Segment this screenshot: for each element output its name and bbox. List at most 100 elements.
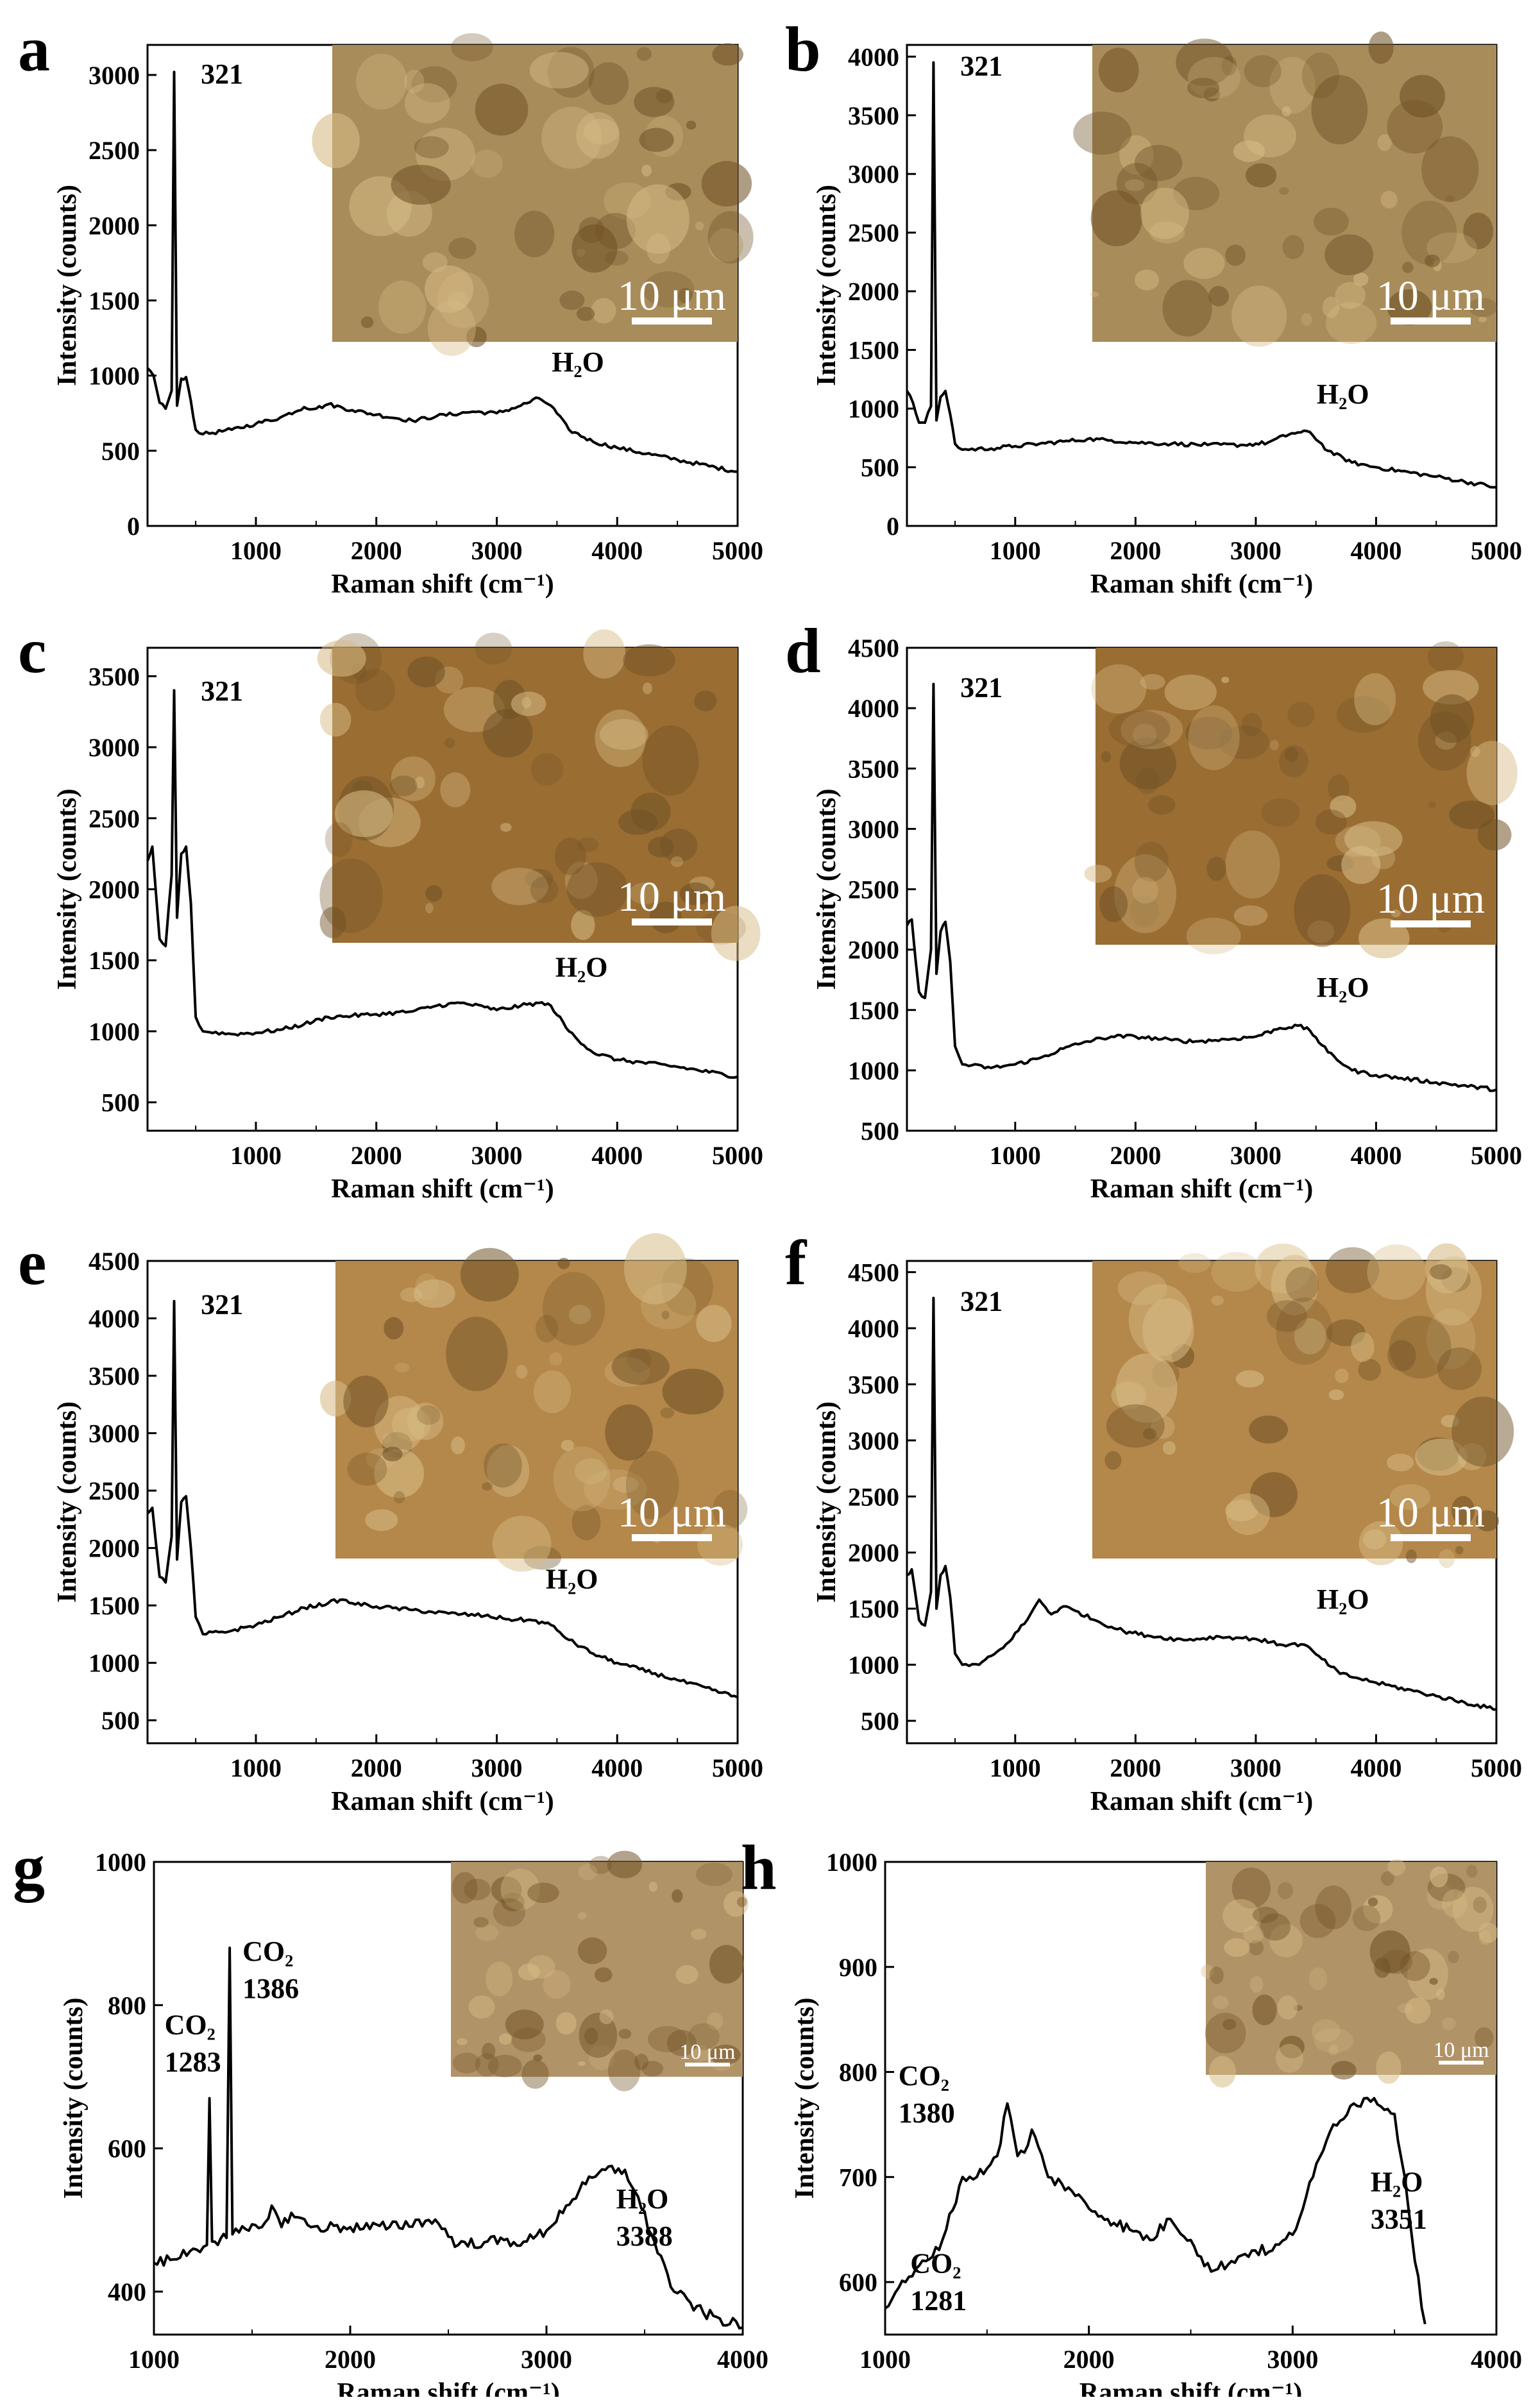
micrograph-feature: [1104, 1451, 1122, 1470]
y-tick-label: 800: [108, 1991, 146, 2020]
micrograph-feature: [1269, 56, 1316, 114]
micrograph-feature: [1115, 1353, 1178, 1423]
y-tick-label: 1000: [848, 394, 899, 423]
micrograph-feature: [1128, 1283, 1192, 1356]
micrograph-feature: [482, 1482, 493, 1491]
x-tick-label: 1000: [230, 536, 282, 565]
micrograph-feature: [1269, 739, 1279, 750]
x-tick-label: 4000: [591, 1141, 643, 1170]
y-tick-label: 1000: [89, 1017, 140, 1046]
micrograph-feature: [491, 868, 548, 906]
micrograph-feature: [1336, 696, 1391, 733]
x-tick-label: 3000: [471, 1754, 522, 1782]
micrograph-feature: [1324, 234, 1374, 276]
micrograph-feature: [1073, 112, 1131, 155]
micrograph-feature: [604, 250, 629, 266]
micrograph-feature: [1233, 905, 1268, 926]
micrograph-feature: [1430, 1866, 1448, 1888]
micrograph-feature: [1436, 1988, 1445, 2000]
micrograph-feature: [1203, 87, 1221, 102]
panel-label: g: [13, 1832, 45, 1903]
annotation-321: 321: [960, 1286, 1003, 1317]
micrograph-feature: [1090, 291, 1099, 298]
x-tick-label: 3000: [1267, 2345, 1318, 2374]
micrograph-feature: [1148, 795, 1176, 815]
micrograph-feature: [1277, 1882, 1293, 1900]
inset-micrograph: 10 μm: [1092, 1243, 1514, 1568]
x-tick-label: 3000: [471, 1141, 522, 1170]
scale-bar-label: 10 μm: [1376, 273, 1485, 319]
micrograph-feature: [1134, 144, 1183, 182]
y-tick-label: 1500: [848, 1594, 899, 1623]
scale-bar-label: 10 μm: [618, 1489, 726, 1536]
micrograph-feature: [1358, 1521, 1403, 1566]
micrograph-feature: [641, 2061, 664, 2077]
micrograph-feature: [595, 212, 636, 249]
micrograph-feature: [1187, 78, 1220, 98]
panel-label: b: [785, 13, 821, 85]
micrograph-feature: [1331, 2061, 1357, 2080]
scale-bar: [632, 918, 712, 925]
micrograph-feature: [404, 83, 450, 124]
micrograph-feature: [1162, 1441, 1176, 1455]
micrograph-feature: [647, 2025, 688, 2052]
annotation-h2o: H₂O: [1317, 972, 1369, 1003]
y-axis-label: Intensity (counts): [812, 185, 842, 386]
x-tick-label: 1000: [859, 2345, 911, 2374]
x-tick-label: 5000: [712, 1754, 763, 1782]
micrograph-feature: [1225, 830, 1280, 899]
micrograph-feature: [553, 1446, 611, 1512]
y-tick-label: 2500: [89, 1476, 140, 1505]
micrograph-feature: [571, 224, 618, 273]
inset-micrograph: 10 μm: [317, 629, 761, 961]
annotation-321: 321: [201, 1289, 243, 1321]
micrograph-feature: [1335, 1368, 1349, 1383]
x-tick-label: 2000: [351, 1141, 402, 1170]
micrograph-feature: [1249, 1415, 1289, 1444]
micrograph-feature: [391, 164, 451, 205]
micrograph-feature: [576, 307, 595, 321]
micrograph-feature: [1475, 1510, 1500, 1532]
y-tick-label: 4500: [848, 1258, 899, 1287]
micrograph-feature: [1425, 254, 1441, 267]
y-tick-label: 3500: [848, 101, 899, 130]
y-tick-label: 1000: [826, 1848, 877, 1877]
micrograph-feature: [452, 2052, 481, 2074]
micrograph-feature: [605, 1404, 653, 1461]
panel-label: d: [785, 615, 821, 686]
micrograph-feature: [1231, 285, 1287, 347]
micrograph-feature: [1219, 725, 1269, 759]
micrograph-feature: [578, 1863, 598, 1880]
micrograph-feature: [548, 46, 595, 98]
micrograph-feature: [425, 902, 434, 914]
micrograph-feature: [574, 1458, 607, 1484]
micrograph-feature: [1248, 1939, 1264, 1956]
micrograph-feature: [1363, 1529, 1387, 1550]
micrograph-feature: [1208, 285, 1230, 307]
micrograph-feature: [444, 738, 455, 748]
micrograph-feature: [1478, 1922, 1498, 1943]
panel-c: 1000 2000 3000 4000 5000 500 1000 1500 2000 2500 3…: [18, 615, 763, 1204]
micrograph-feature: [501, 1892, 525, 1912]
micrograph-feature: [1162, 280, 1212, 337]
micrograph-feature: [1451, 1496, 1475, 1525]
x-tick-label: 2000: [1110, 1754, 1161, 1782]
y-axis-label: Intensity (counts): [790, 1998, 820, 2199]
annotation-wavenumber: 1283: [165, 2047, 221, 2078]
y-tick-label: 400: [108, 2277, 146, 2306]
micrograph-feature: [1119, 135, 1154, 175]
micrograph-feature: [374, 1449, 425, 1498]
micrograph-feature: [486, 1961, 513, 1997]
scale-bar: [632, 317, 712, 325]
y-tick-label: 500: [861, 453, 899, 482]
panel-label: f: [785, 1227, 808, 1298]
micrograph-feature: [466, 326, 487, 348]
scale-bar-label: 10 μm: [1376, 1489, 1485, 1536]
micrograph-feature: [623, 644, 675, 677]
micrograph-feature: [1245, 163, 1277, 188]
micrograph-feature: [1387, 1859, 1406, 1876]
micrograph-feature: [1299, 1904, 1336, 1938]
micrograph-feature: [577, 2061, 586, 2066]
micrograph-feature: [391, 756, 436, 801]
micrograph-feature: [468, 1995, 495, 2019]
